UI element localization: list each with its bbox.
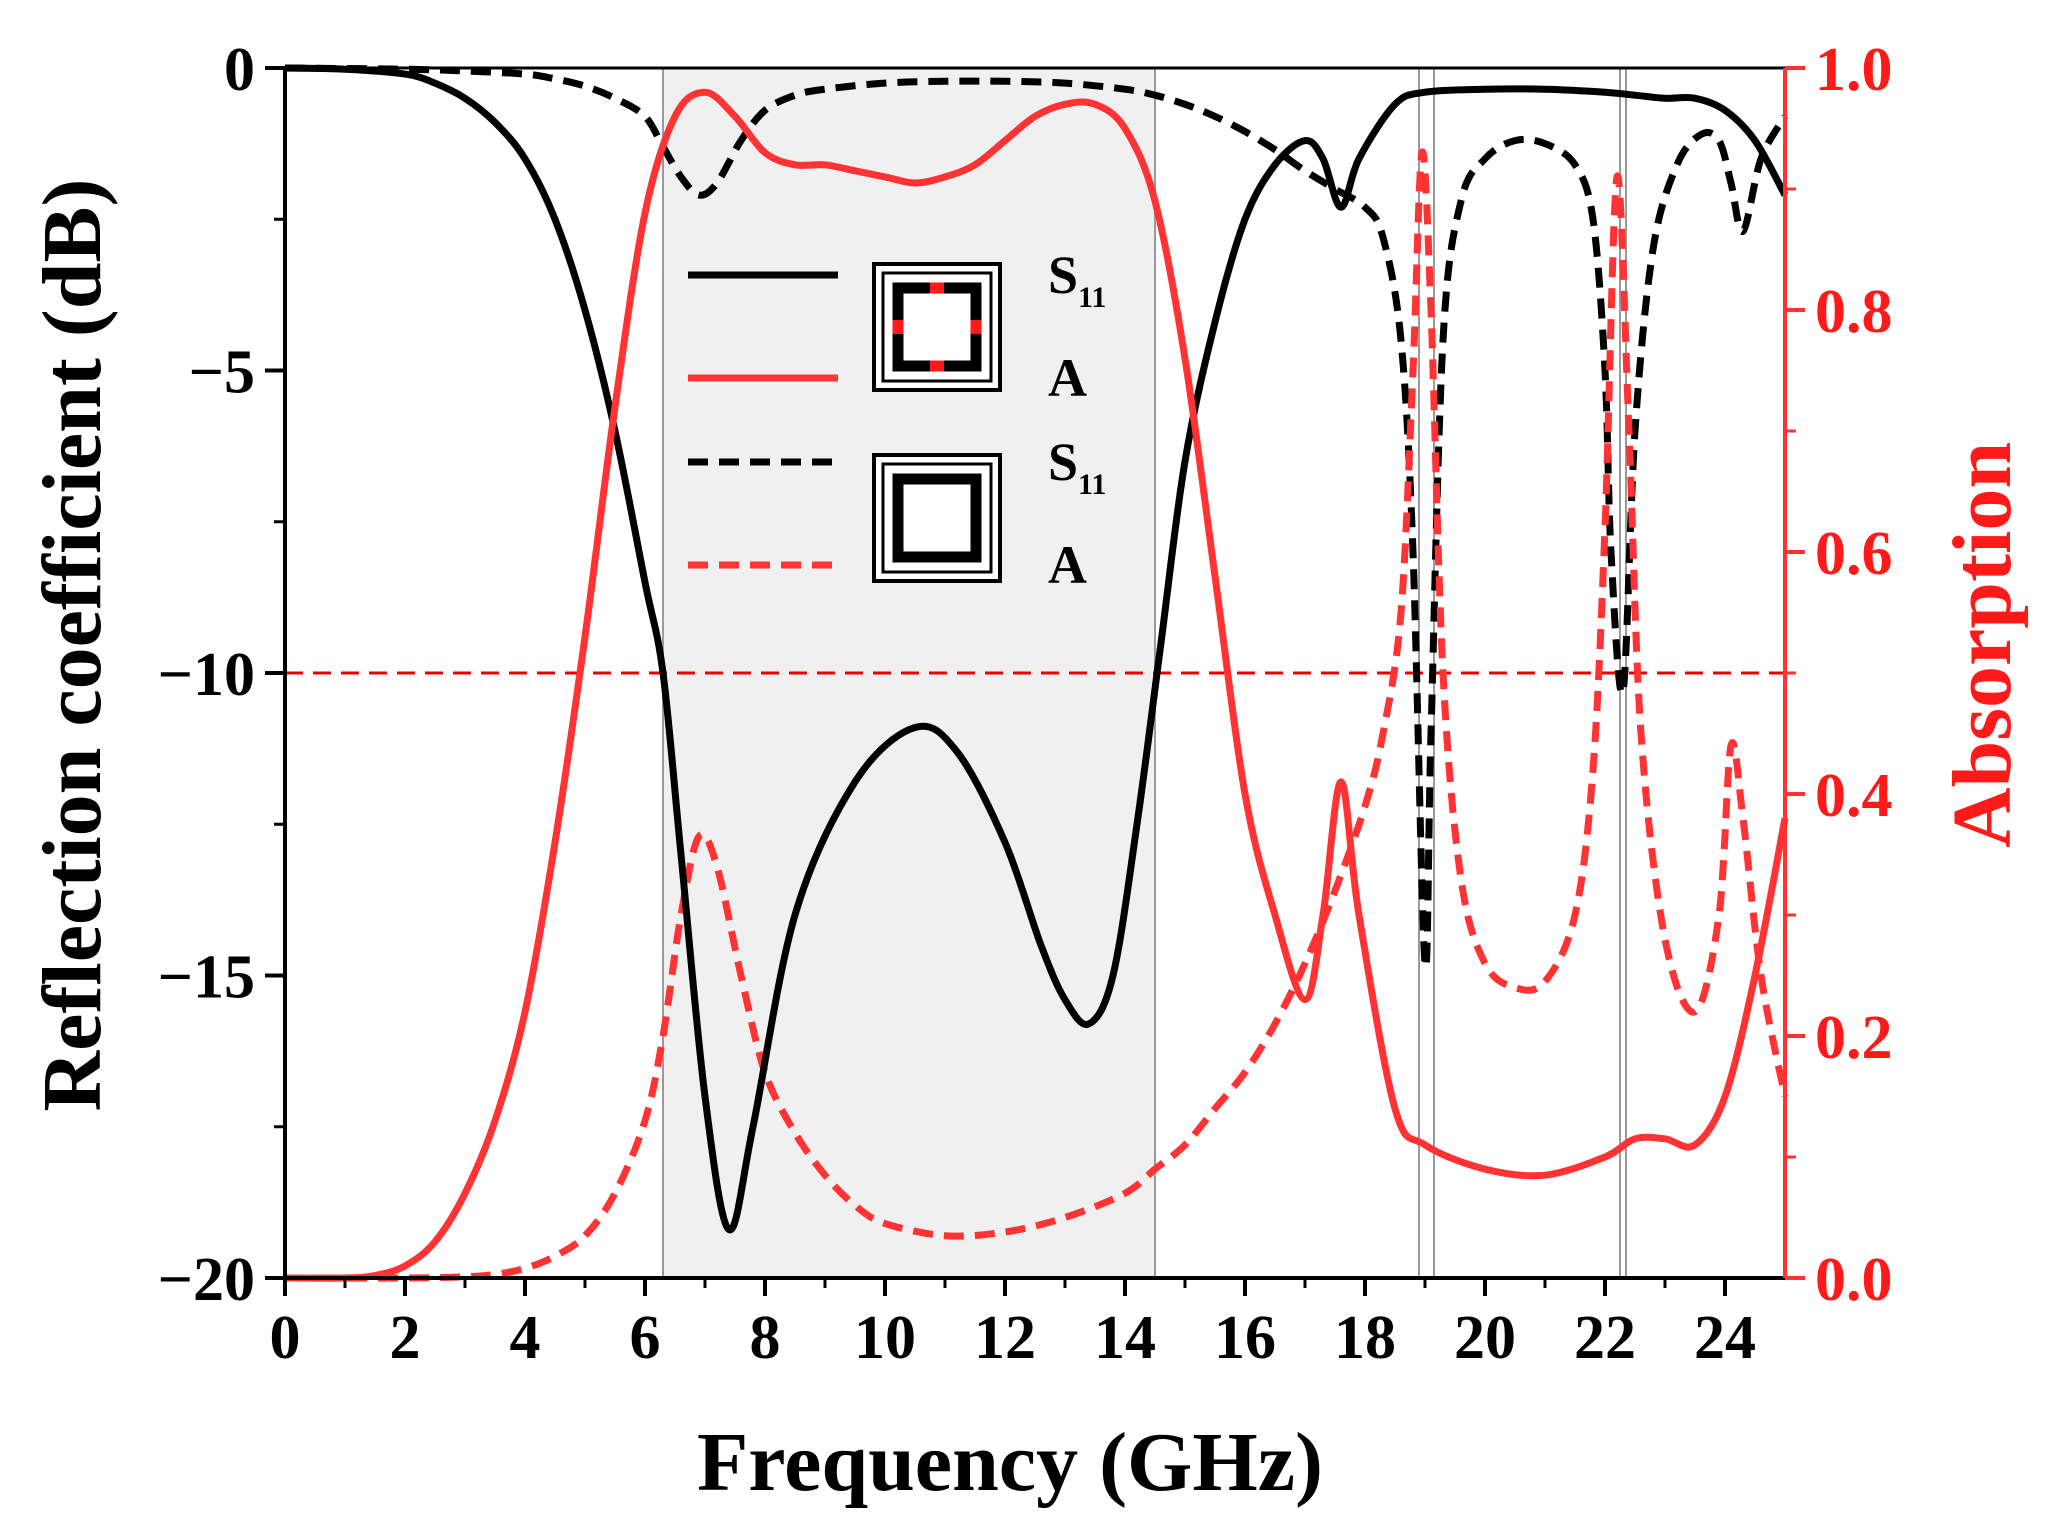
y2-tick-label-5: 1.0 (1815, 36, 1893, 104)
x-tick-label-1: 2 (390, 1304, 421, 1372)
y2-axis-title: Absorption (1936, 442, 2029, 848)
series-absorption-solid (284, 88, 1789, 1282)
y2-tick-label-1: 0.2 (1815, 1004, 1893, 1072)
x-tick-label-3: 6 (630, 1304, 661, 1372)
x-tick-label-9: 18 (1334, 1304, 1396, 1372)
legend: S11 A S11 A (688, 245, 1106, 595)
x-tick-label-0: 0 (270, 1304, 301, 1372)
x-tick-label-2: 4 (510, 1304, 541, 1372)
y2-tick-label-2: 0.4 (1815, 762, 1893, 830)
x-tick-label-11: 22 (1574, 1304, 1636, 1372)
x-tick-label-7: 14 (1094, 1304, 1156, 1372)
y-tick-label-2: −10 (158, 641, 255, 709)
y-axis-title: Reflection coefficient (dB) (26, 179, 119, 1112)
x-axis-title: Frequency (GHz) (697, 1416, 1323, 1509)
x-tick-label-12: 24 (1694, 1304, 1756, 1372)
y2-tick-label-0: 0.0 (1815, 1246, 1893, 1314)
ticks-layer: 0 2 4 6 8 10 12 14 16 18 20 22 24−20−15−10−500.00.20… (158, 36, 1893, 1372)
y-tick-label-0: −20 (158, 1246, 255, 1314)
split-ring-cell-icon (872, 262, 1002, 392)
legend-label-3: A (1048, 535, 1087, 595)
y2-tick-label-4: 0.8 (1815, 278, 1893, 346)
y-tick-label-4: 0 (224, 36, 255, 104)
x-tick-label-8: 16 (1214, 1304, 1276, 1372)
x-tick-label-5: 10 (854, 1304, 916, 1372)
y2-tick-label-3: 0.6 (1815, 520, 1893, 588)
y-tick-label-3: −5 (189, 339, 255, 407)
x-tick-label-10: 20 (1454, 1304, 1516, 1372)
series-layer (284, 64, 1789, 1282)
square-ring-cell-icon (872, 453, 1002, 583)
y-tick-label-1: −15 (158, 944, 255, 1012)
series-s11-solid (284, 64, 1789, 1234)
x-tick-label-6: 12 (974, 1304, 1036, 1372)
legend-label-2: S11 (1048, 432, 1106, 501)
legend-label-0: S11 (1048, 245, 1106, 314)
x-tick-label-4: 8 (750, 1304, 781, 1372)
legend-label-1: A (1048, 348, 1087, 408)
